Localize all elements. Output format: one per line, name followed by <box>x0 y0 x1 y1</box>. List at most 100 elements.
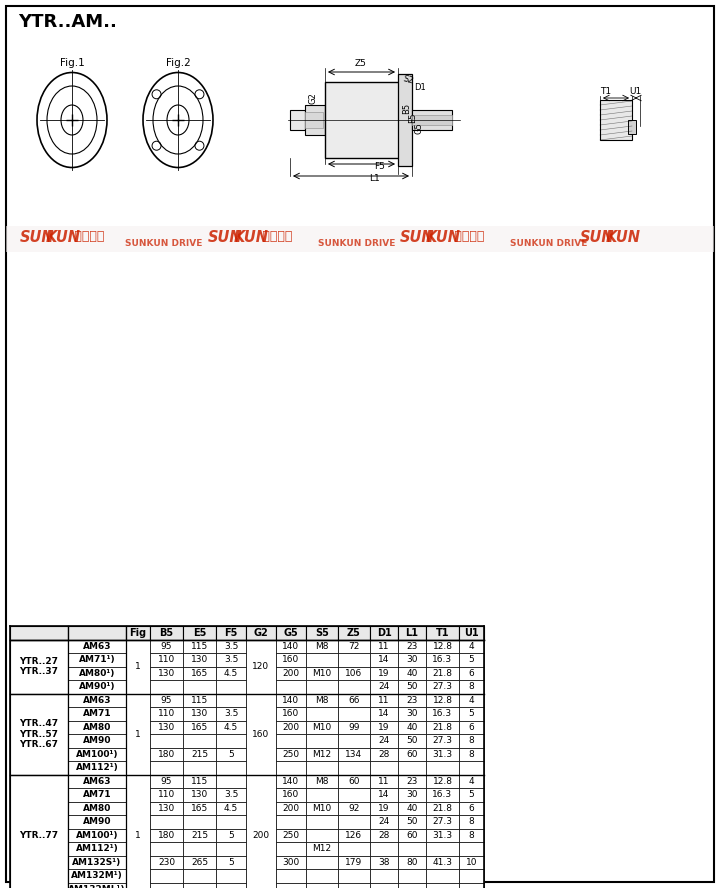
Bar <box>338 680 370 694</box>
Text: U1: U1 <box>464 628 479 638</box>
Bar <box>306 761 338 774</box>
Bar <box>338 869 370 883</box>
Bar <box>306 774 338 788</box>
Text: 40: 40 <box>406 804 418 813</box>
Bar <box>398 680 426 694</box>
Text: 200: 200 <box>253 831 269 840</box>
Bar <box>216 667 246 680</box>
Bar <box>216 855 246 869</box>
Bar <box>426 653 459 667</box>
Bar <box>276 855 306 869</box>
Bar <box>426 680 459 694</box>
Bar <box>276 707 306 720</box>
Bar <box>68 883 126 888</box>
Text: 21.8: 21.8 <box>433 804 452 813</box>
Text: KUN: KUN <box>426 229 461 244</box>
Text: 92: 92 <box>348 804 360 813</box>
Bar <box>398 626 426 639</box>
Bar <box>398 707 426 720</box>
Bar <box>150 626 183 639</box>
Text: 126: 126 <box>346 831 363 840</box>
Bar <box>370 720 398 734</box>
Bar <box>276 802 306 815</box>
Bar <box>398 667 426 680</box>
Text: AM100¹): AM100¹) <box>76 749 118 758</box>
Text: 160: 160 <box>253 730 269 739</box>
Bar <box>68 734 126 748</box>
Text: 21.8: 21.8 <box>433 723 452 732</box>
Bar <box>370 855 398 869</box>
Bar <box>150 639 183 653</box>
Bar <box>306 829 338 842</box>
Bar <box>276 815 306 829</box>
Bar <box>459 855 484 869</box>
Text: 110: 110 <box>158 710 175 718</box>
Text: AM112¹): AM112¹) <box>76 764 118 773</box>
Bar <box>126 694 150 774</box>
Text: 165: 165 <box>191 723 208 732</box>
Bar <box>370 707 398 720</box>
Bar <box>216 774 246 788</box>
Text: 3.5: 3.5 <box>224 655 238 664</box>
Bar <box>370 734 398 748</box>
Bar <box>305 112 323 128</box>
Bar <box>276 748 306 761</box>
Bar <box>246 774 276 888</box>
Bar <box>183 869 216 883</box>
Text: 41.3: 41.3 <box>433 858 452 867</box>
Text: AM132ML¹): AM132ML¹) <box>68 884 126 888</box>
Text: L1: L1 <box>405 628 418 638</box>
Text: 200: 200 <box>282 723 300 732</box>
Text: AM80: AM80 <box>83 804 111 813</box>
Text: 12.8: 12.8 <box>433 777 452 786</box>
Text: 60: 60 <box>406 749 418 758</box>
Text: 200: 200 <box>282 669 300 678</box>
Text: 300: 300 <box>282 858 300 867</box>
Bar <box>398 694 426 707</box>
Text: 24: 24 <box>379 736 390 745</box>
Bar <box>150 680 183 694</box>
Bar <box>216 653 246 667</box>
Text: 23: 23 <box>406 642 418 651</box>
Text: 30: 30 <box>406 655 418 664</box>
Bar <box>426 748 459 761</box>
Text: 5: 5 <box>469 710 474 718</box>
Bar <box>68 639 126 653</box>
Text: 3.5: 3.5 <box>224 642 238 651</box>
Bar <box>150 707 183 720</box>
Text: AM63: AM63 <box>83 696 112 705</box>
Text: 165: 165 <box>191 804 208 813</box>
Text: 19: 19 <box>378 669 390 678</box>
Bar <box>150 653 183 667</box>
Text: E5: E5 <box>408 113 417 123</box>
Text: 31.3: 31.3 <box>433 749 453 758</box>
Text: YTR..AM..: YTR..AM.. <box>18 13 117 31</box>
Bar <box>10 774 68 888</box>
Bar <box>459 734 484 748</box>
Bar <box>338 667 370 680</box>
Bar <box>459 748 484 761</box>
Bar <box>338 626 370 639</box>
Bar <box>216 761 246 774</box>
Bar <box>370 869 398 883</box>
Text: 19: 19 <box>378 804 390 813</box>
Bar <box>10 626 68 639</box>
Text: SUNKUN DRIVE: SUNKUN DRIVE <box>510 240 588 249</box>
Bar <box>398 829 426 842</box>
Text: 115: 115 <box>191 777 208 786</box>
Bar <box>216 815 246 829</box>
Text: 23: 23 <box>406 777 418 786</box>
Text: 179: 179 <box>346 858 363 867</box>
Text: S2: S2 <box>402 75 415 86</box>
Bar <box>183 815 216 829</box>
Text: 5: 5 <box>228 858 234 867</box>
Bar <box>183 720 216 734</box>
Bar <box>150 855 183 869</box>
Text: 6: 6 <box>469 804 474 813</box>
Bar <box>338 694 370 707</box>
Text: 230: 230 <box>158 858 175 867</box>
Text: 115: 115 <box>191 696 208 705</box>
Bar <box>150 720 183 734</box>
Text: 134: 134 <box>346 749 363 758</box>
Text: 28: 28 <box>378 831 390 840</box>
